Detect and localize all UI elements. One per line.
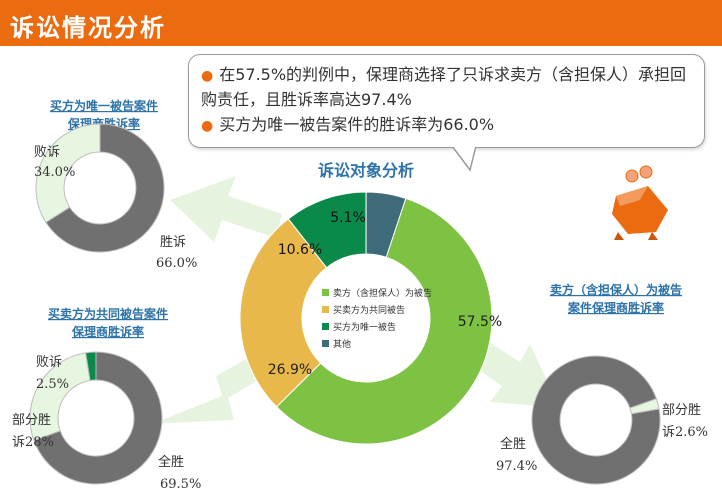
legend-label-2: 买卖方为共同被告 (333, 304, 405, 316)
tl-value-lose: 34.0% (34, 165, 75, 180)
main-donut-slice-4 (365, 191, 407, 258)
br-chart-title-line2: 案件保理商胜诉率 (567, 300, 664, 315)
tl-donut-slice-1 (45, 123, 165, 253)
legend-swatch-4 (322, 340, 329, 347)
legend-label-3: 买方为唯一被告 (333, 321, 396, 333)
legend-swatch-1 (322, 289, 329, 296)
main-donut-slice-2 (239, 218, 328, 408)
tl-chart-title-line1: 买方为唯一被告案件 (50, 98, 158, 113)
main-value-label-2: 26.9% (268, 362, 312, 378)
legend-label-4: 其他 (333, 338, 351, 350)
page-title: 诉讼情况分析 (10, 14, 166, 42)
main-value-label-4: 5.1% (330, 210, 366, 226)
mascot-icon (612, 165, 668, 240)
br-label-partial-line2: 诉2.6% (662, 425, 708, 440)
br-donut-slice-1 (531, 355, 661, 485)
br-label-win: 全胜 (500, 436, 526, 452)
main-donut-chart (239, 191, 493, 445)
bl-label-partial-line2: 诉28% (12, 435, 54, 450)
legend-swatch-3 (322, 323, 329, 330)
callout-pointer (450, 145, 477, 172)
callout-bullet-2-text: 买方为唯一被告案件的胜诉率为66.0% (219, 115, 495, 134)
main-chart-legend: 卖方（含担保人）为被告 买卖方为共同被告 买方为唯一被告 其他 (322, 287, 432, 350)
bottom-left-donut-chart (29, 351, 163, 485)
callout-box: ● 在57.5%的判例中，保理商选择了只诉求卖方（含担保人）承担回购责任，且胜诉率… (188, 54, 705, 148)
br-label-partial-line1: 部分胜 (662, 403, 701, 418)
callout-bullet-2: ● 买方为唯一被告案件的胜诉率为66.0% (201, 113, 494, 138)
main-value-label-1: 57.5% (458, 314, 502, 330)
header-bar: 诉讼情况分析 (0, 0, 722, 46)
bl-label-partial-line1: 部分胜 (12, 413, 51, 428)
legend-label-1: 卖方（含担保人）为被告 (333, 287, 432, 299)
br-donut-slice-2 (629, 398, 660, 415)
bl-value-lose: 2.5% (36, 377, 69, 392)
arrow-to-top-left (170, 176, 282, 242)
main-donut-slice-3 (287, 191, 367, 269)
main-value-label-3: 10.6% (278, 242, 322, 258)
bl-label-win: 全胜 (158, 454, 184, 470)
arrow-to-bottom-right (436, 316, 560, 408)
tl-chart-title-line2: 保理商胜诉率 (67, 116, 140, 131)
legend-swatch-2 (322, 306, 329, 313)
br-value-win: 97.4% (496, 459, 537, 474)
callout-bullet-1: ● 在57.5%的判例中，保理商选择了只诉求卖方（含担保人）承担回购责任，且胜诉率… (201, 63, 691, 112)
bl-chart-title-line2: 保理商胜诉率 (71, 324, 144, 339)
tl-label-lose: 败诉 (34, 145, 60, 160)
bottom-right-donut-chart (531, 355, 661, 485)
tl-value-win: 66.0% (156, 256, 197, 271)
top-left-donut-chart (35, 123, 165, 253)
bl-value-win: 69.5% (160, 477, 201, 492)
main-chart-title: 诉讼对象分析 (318, 161, 414, 180)
bl-label-lose: 败诉 (36, 355, 62, 370)
bullet-dot-icon: ● (201, 68, 214, 84)
arrow-to-bottom-left (152, 350, 272, 424)
callout-bullet-1-text: 在57.5%的判例中，保理商选择了只诉求卖方（含担保人）承担回购责任，且胜诉率高… (201, 65, 687, 109)
bl-donut-slice-1 (33, 351, 163, 485)
bl-donut-slice-3 (85, 351, 97, 382)
bullet-dot-icon: ● (201, 118, 214, 134)
bl-chart-title-line1: 买卖方为共同被告案件 (48, 306, 168, 321)
tl-donut-slice-2 (35, 123, 101, 223)
main-donut-slice-1 (275, 197, 493, 445)
bl-donut-slice-2 (29, 352, 91, 441)
br-chart-title-line1: 卖方（含担保人）为被告 (550, 282, 682, 297)
tl-label-win: 胜诉 (160, 235, 186, 250)
